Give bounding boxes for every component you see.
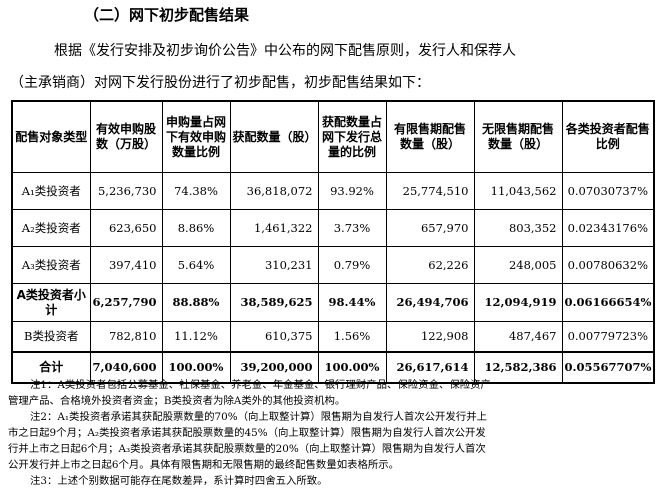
cell-apply-ratio: 8.86% <box>161 209 231 247</box>
cell-restricted: 62,226 <box>385 246 475 284</box>
header-unrestricted: 无限售期配售数量（股） <box>473 100 563 173</box>
cell-unrestricted: 803,352 <box>473 209 563 247</box>
header-investor-type: 配售对象类型 <box>11 100 91 173</box>
cell-allot-ratio: 98.44% <box>317 283 387 322</box>
cell-restricted: 25,774,510 <box>385 172 475 210</box>
cell-allot-ratio: 0.79% <box>317 246 387 284</box>
header-allotted: 获配数量（股） <box>229 100 319 173</box>
cell-allotted: 39,200,000 <box>229 351 319 384</box>
cell-apply-ratio: 88.88% <box>161 283 231 322</box>
section-heading: （二）网下初步配售结果 <box>84 6 250 24</box>
table-row: A₂类投资者 623,650 8.86% 1,461,322 3.73% 657… <box>11 209 655 247</box>
cell-unrestricted: 11,043,562 <box>473 172 563 210</box>
cell-allot-ratio: 3.73% <box>317 209 387 247</box>
header-valid-shares: 有效申购股数（万股） <box>89 100 163 173</box>
table-row-total: 合计 7,040,600 100.00% 39,200,000 100.00% … <box>11 351 655 384</box>
cell-type: A₃类投资者 <box>11 246 91 284</box>
cell-rate: 0.05567707% <box>561 351 655 384</box>
cell-unrestricted: 487,467 <box>473 321 563 353</box>
cell-apply-ratio: 5.64% <box>161 246 231 284</box>
allocation-table: 配售对象类型 有效申购股数（万股） 申购量占网下有效申购数量比例 获配数量（股）… <box>11 100 655 384</box>
cell-allotted: 1,461,322 <box>229 209 319 247</box>
cell-allotted: 38,589,625 <box>229 283 319 322</box>
cell-allot-ratio: 93.92% <box>317 172 387 210</box>
note-1-line-1: 注1：A类投资者包括公募基金、社保基金、养老金、年金基金、银行理财产品、保险资金… <box>30 379 491 391</box>
cell-restricted: 657,970 <box>385 209 475 247</box>
note-2-line-3: 行并上市之日起6个月；A₃类投资者承诺其获配股票数量的20%（向上取整计算）限售… <box>8 443 486 455</box>
cell-unrestricted: 12,094,919 <box>473 283 563 322</box>
cell-shares: 7,040,600 <box>89 351 163 384</box>
cell-allotted: 36,818,072 <box>229 172 319 210</box>
table-notes: 注1：A类投资者包括公募基金、社保基金、养老金、年金基金、银行理财产品、保险资金… <box>8 377 656 489</box>
table-row: A₃类投资者 397,410 5.64% 310,231 0.79% 62,22… <box>11 246 655 284</box>
cell-shares: 5,236,730 <box>89 172 163 210</box>
cell-unrestricted: 12,582,386 <box>473 351 563 384</box>
cell-rate: 0.02343176% <box>561 209 655 247</box>
cell-shares: 623,650 <box>89 209 163 247</box>
note-2-line-2: 市之日起9个月；A₂类投资者承诺其获配股票数量的45%（向上取整计算）限售期为自… <box>8 427 486 439</box>
cell-allotted: 610,375 <box>229 321 319 353</box>
cell-rate: 0.07030737% <box>561 172 655 210</box>
table-row-subtotal: A类投资者小计 6,257,790 88.88% 38,589,625 98.4… <box>11 283 655 322</box>
cell-shares: 397,410 <box>89 246 163 284</box>
cell-allot-ratio: 1.56% <box>317 321 387 353</box>
intro-paragraph-line2: （主承销商）对网下发行股份进行了初步配售，初步配售结果如下： <box>10 75 430 91</box>
note-1-line-2: 管理产品、合格境外投资者资金；B类投资者为除A类外的其他投资机构。 <box>8 395 346 407</box>
header-allot-rate: 各类投资者配售比例 <box>561 100 655 173</box>
cell-type: A₂类投资者 <box>11 209 91 247</box>
table-row: B类投资者 782,810 11.12% 610,375 1.56% 122,9… <box>11 321 655 353</box>
cell-type: 合计 <box>11 351 91 384</box>
header-restricted: 有限售期配售数量（股） <box>385 100 475 173</box>
header-allot-ratio: 获配数量占网下发行总量的比例 <box>317 100 387 173</box>
table-header-row: 配售对象类型 有效申购股数（万股） 申购量占网下有效申购数量比例 获配数量（股）… <box>11 100 655 173</box>
table-row: A₁类投资者 5,236,730 74.38% 36,818,072 93.92… <box>11 172 655 210</box>
cell-rate: 0.00780632% <box>561 246 655 284</box>
cell-type: A类投资者小计 <box>11 283 91 322</box>
cell-allotted: 310,231 <box>229 246 319 284</box>
note-2-line-4: 公开发行并上市之日起6个月。具体有限售期和无限售期的最终配售数量如表格所示。 <box>8 459 400 471</box>
note-2-line-1: 注2：A₁类投资者承诺其获配股票数量的70%（向上取整计算）限售期为自发行人首次… <box>30 411 487 423</box>
cell-rate: 0.00779723% <box>561 321 655 353</box>
cell-apply-ratio: 74.38% <box>161 172 231 210</box>
cell-restricted: 122,908 <box>385 321 475 353</box>
intro-paragraph-line1: 根据《发行安排及初步询价公告》中公布的网下配售原则，发行人和保荐人 <box>54 43 516 59</box>
cell-type: A₁类投资者 <box>11 172 91 210</box>
cell-shares: 782,810 <box>89 321 163 353</box>
cell-apply-ratio: 11.12% <box>161 321 231 353</box>
cell-type: B类投资者 <box>11 321 91 353</box>
cell-restricted: 26,494,706 <box>385 283 475 322</box>
cell-unrestricted: 248,005 <box>473 246 563 284</box>
header-apply-ratio: 申购量占网下有效申购数量比例 <box>161 100 231 173</box>
cell-shares: 6,257,790 <box>89 283 163 322</box>
cell-rate: 0.06166654% <box>561 283 655 322</box>
note-3: 注3：上述个别数据可能存在尾数差异，系计算时四舍五入所致。 <box>30 475 328 487</box>
